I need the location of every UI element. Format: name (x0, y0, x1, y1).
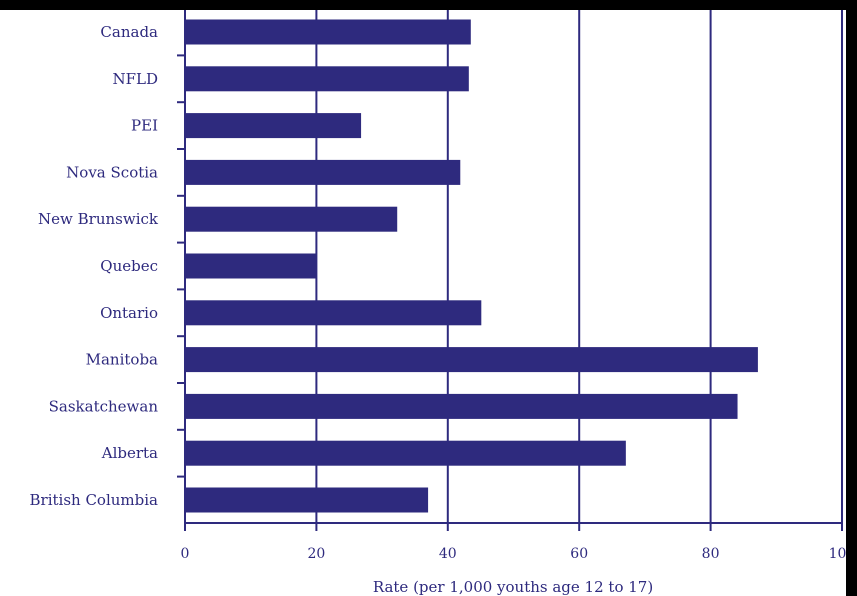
x-tick-label: 80 (702, 546, 720, 562)
category-label: British Columbia (30, 491, 159, 509)
bar (185, 19, 471, 45)
category-label: PEI (131, 117, 158, 135)
chart-panel: Canada NFLD PEI Nova Scotia New Brunswick Que… (0, 10, 846, 596)
category-label: Manitoba (86, 351, 158, 369)
bar-chart: Canada NFLD PEI Nova Scotia New Brunswick Que… (30, 10, 846, 596)
axes (177, 10, 843, 531)
bar (185, 113, 362, 139)
bar (185, 393, 738, 419)
category-label: Alberta (101, 444, 158, 462)
x-tick-label: 100 (829, 546, 846, 562)
category-labels: Canada NFLD PEI Nova Scotia New Brunswick Que… (30, 23, 159, 509)
x-tick-labels: 0 20 40 60 80 100 (181, 546, 846, 562)
bar (185, 487, 429, 513)
category-label: Nova Scotia (66, 163, 158, 181)
x-tick-label: 60 (570, 546, 588, 562)
x-axis-title: Rate (per 1,000 youths age 12 to 17) (373, 578, 653, 596)
bar (185, 347, 758, 373)
bar (185, 206, 398, 232)
x-tick-label: 0 (181, 546, 190, 562)
bar (185, 159, 461, 185)
category-label: Saskatchewan (49, 397, 159, 415)
x-tick-label: 40 (439, 546, 457, 562)
category-label: Quebec (100, 257, 158, 275)
category-label: NFLD (112, 70, 158, 88)
category-label: New Brunswick (38, 210, 159, 228)
bar (185, 440, 626, 466)
category-label: Ontario (100, 304, 158, 322)
bar (185, 253, 317, 279)
category-label: Canada (100, 23, 158, 41)
bar (185, 300, 482, 326)
bar (185, 66, 469, 92)
x-tick-label: 20 (307, 546, 325, 562)
grid-lines (315, 10, 843, 523)
bars (185, 19, 758, 513)
